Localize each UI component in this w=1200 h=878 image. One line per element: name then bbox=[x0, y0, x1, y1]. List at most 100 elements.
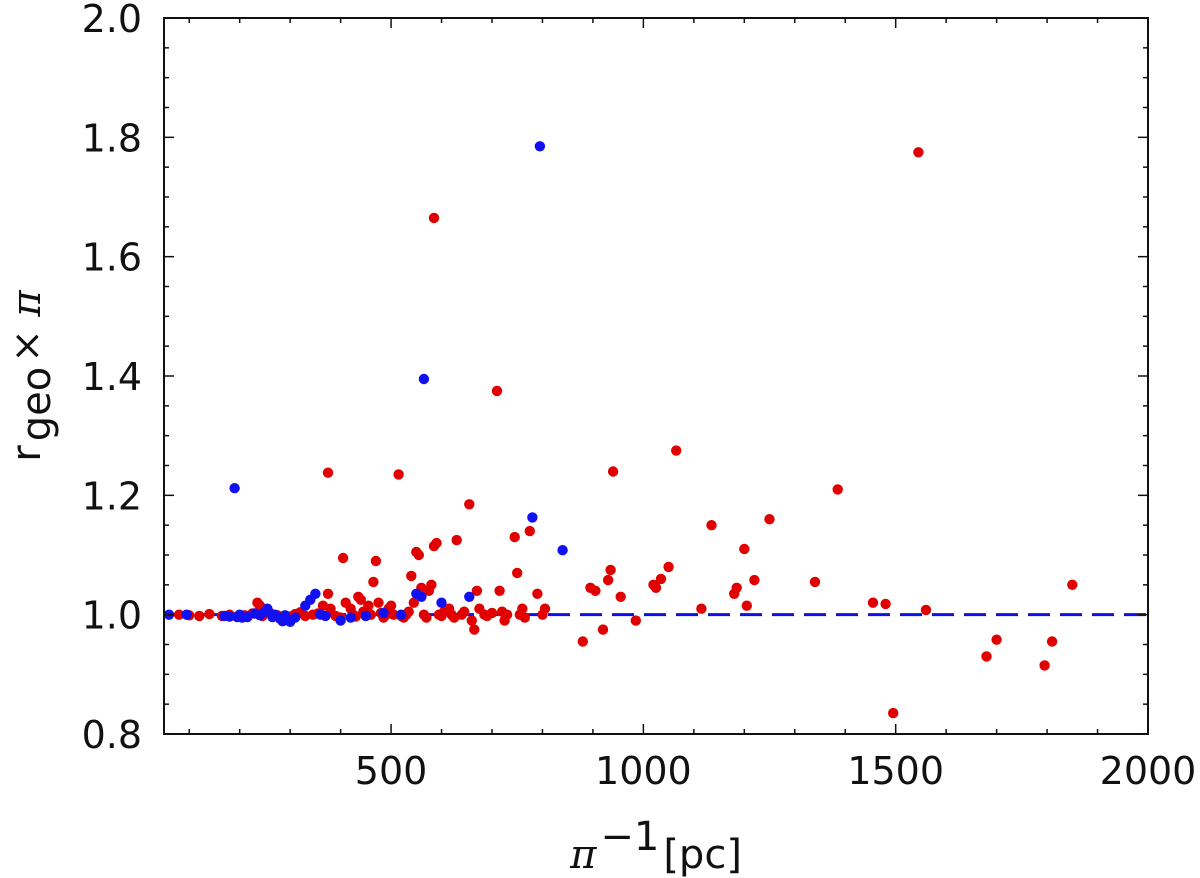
data-point bbox=[229, 483, 240, 494]
data-point bbox=[920, 604, 932, 616]
data-point bbox=[337, 552, 349, 564]
data-point bbox=[469, 624, 480, 635]
data-point bbox=[385, 600, 397, 611]
data-point bbox=[615, 591, 626, 602]
data-point bbox=[320, 610, 331, 622]
data-point bbox=[557, 545, 568, 556]
data-point bbox=[378, 607, 389, 619]
data-point bbox=[913, 147, 924, 158]
x-tick-label: 1500 bbox=[847, 749, 944, 793]
data-point bbox=[527, 512, 538, 523]
data-point bbox=[368, 576, 379, 588]
data-point bbox=[181, 609, 192, 620]
data-point bbox=[262, 603, 273, 614]
data-point bbox=[605, 564, 616, 576]
data-point bbox=[224, 611, 235, 622]
data-point bbox=[880, 598, 891, 610]
data-point bbox=[1067, 579, 1078, 590]
x-tick-label: 500 bbox=[355, 749, 428, 793]
data-point bbox=[981, 651, 992, 662]
x-axis-title-main: π bbox=[569, 832, 597, 878]
data-point bbox=[517, 603, 528, 614]
data-point bbox=[290, 612, 301, 623]
y-tick-label: 1.8 bbox=[82, 116, 142, 160]
data-point bbox=[355, 594, 366, 605]
data-point bbox=[413, 549, 424, 561]
y-axis-title-sub: geo bbox=[14, 367, 60, 441]
data-point bbox=[809, 576, 821, 588]
data-points-layer bbox=[163, 141, 1078, 719]
data-point bbox=[597, 624, 609, 635]
data-point bbox=[494, 585, 505, 596]
data-point bbox=[577, 636, 588, 647]
data-point bbox=[173, 609, 185, 620]
data-point bbox=[459, 606, 470, 617]
data-point bbox=[706, 520, 717, 531]
data-point bbox=[764, 514, 775, 525]
data-point bbox=[464, 591, 475, 602]
data-point bbox=[671, 445, 682, 456]
data-point bbox=[421, 612, 432, 623]
data-point bbox=[408, 597, 419, 608]
tick-labels-layer: 500 1000 1500 2000 0.8 1.0 1.2 1.4 1.6 1.8 2.0 bbox=[82, 0, 1197, 793]
data-point bbox=[607, 466, 619, 477]
data-point bbox=[512, 567, 523, 579]
data-point bbox=[655, 573, 667, 585]
y-tick-label: 1.0 bbox=[82, 594, 142, 638]
data-point bbox=[322, 467, 334, 478]
data-point bbox=[539, 603, 551, 614]
data-point bbox=[696, 603, 707, 614]
data-point bbox=[416, 591, 427, 602]
data-point bbox=[524, 525, 535, 537]
data-point bbox=[360, 610, 371, 622]
data-point bbox=[464, 499, 475, 510]
y-axis-title-rest: × π bbox=[4, 290, 50, 363]
data-point bbox=[373, 597, 384, 608]
y-tick-label: 2.0 bbox=[82, 0, 142, 41]
data-point bbox=[418, 373, 430, 385]
plot-frame bbox=[163, 17, 1149, 735]
data-point bbox=[335, 615, 346, 626]
tick-marks-layer bbox=[164, 17, 1149, 735]
data-point bbox=[396, 609, 407, 620]
data-point bbox=[322, 588, 334, 599]
data-point bbox=[393, 469, 404, 480]
x-axis-title: π −1 [pc] bbox=[569, 814, 742, 878]
data-point bbox=[428, 212, 440, 224]
data-point bbox=[471, 585, 483, 596]
data-point bbox=[739, 543, 750, 555]
data-point bbox=[310, 588, 321, 599]
data-point bbox=[519, 612, 530, 623]
x-axis-title-sup: −1 bbox=[600, 814, 659, 860]
y-axis-title: r geo × π bbox=[4, 290, 60, 462]
x-axis-title-unit: [pc] bbox=[663, 832, 742, 878]
data-point bbox=[509, 531, 520, 543]
data-point bbox=[991, 634, 1002, 645]
y-axis-title-main: r bbox=[4, 445, 50, 462]
y-tick-label: 1.4 bbox=[82, 355, 142, 399]
data-point bbox=[204, 608, 215, 620]
y-tick-label: 1.2 bbox=[82, 474, 142, 518]
data-point bbox=[451, 534, 462, 546]
data-point bbox=[466, 615, 477, 626]
data-point bbox=[345, 612, 356, 623]
data-point bbox=[888, 707, 899, 719]
data-point bbox=[486, 607, 498, 619]
data-point bbox=[532, 588, 543, 599]
data-point bbox=[370, 555, 382, 567]
data-point bbox=[832, 484, 843, 495]
data-point bbox=[630, 615, 641, 626]
data-point bbox=[602, 574, 614, 586]
data-point bbox=[663, 561, 674, 573]
data-point bbox=[194, 610, 205, 622]
x-tick-label: 1000 bbox=[595, 749, 692, 793]
data-point bbox=[867, 597, 879, 608]
data-point bbox=[406, 570, 417, 582]
x-tick-label: 2000 bbox=[1100, 749, 1197, 793]
data-point bbox=[501, 609, 513, 620]
data-point bbox=[363, 600, 374, 611]
y-tick-label: 1.6 bbox=[82, 236, 142, 280]
data-point bbox=[650, 582, 662, 593]
data-point bbox=[731, 582, 742, 593]
data-point bbox=[741, 600, 752, 611]
